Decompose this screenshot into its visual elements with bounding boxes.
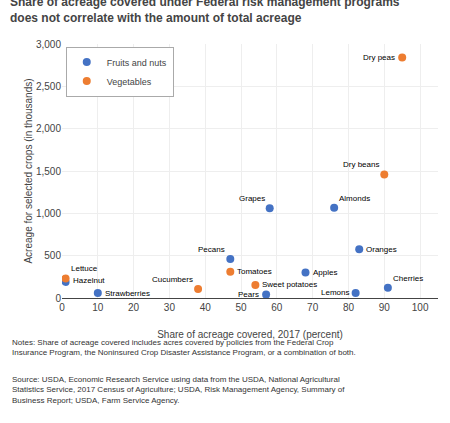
svg-text:Pears: Pears: [238, 290, 259, 299]
svg-text:1,000: 1,000: [36, 208, 61, 219]
svg-text:Source: USDA, Economic Researc: Source: USDA, Economic Research Service …: [12, 375, 345, 405]
svg-text:2,500: 2,500: [36, 81, 61, 92]
svg-text:Cucumbers: Cucumbers: [152, 275, 193, 284]
svg-text:3,000: 3,000: [36, 39, 61, 50]
svg-text:90: 90: [379, 302, 391, 313]
svg-text:Apples: Apples: [313, 268, 337, 277]
svg-text:40: 40: [200, 302, 212, 313]
svg-text:0: 0: [55, 293, 61, 304]
svg-text:20: 20: [128, 302, 140, 313]
svg-text:Cherries: Cherries: [393, 274, 423, 283]
svg-text:Hazelnut: Hazelnut: [73, 276, 105, 285]
svg-text:Oranges: Oranges: [366, 245, 397, 254]
svg-text:Dry peas: Dry peas: [363, 53, 395, 62]
svg-text:Share of acreage covered, 2017: Share of acreage covered, 2017 (percent): [157, 329, 343, 340]
svg-text:500: 500: [44, 250, 61, 261]
svg-text:Dry beans: Dry beans: [343, 160, 379, 169]
svg-text:Vegetables: Vegetables: [107, 77, 152, 87]
svg-text:Notes: Share of acreage covere: Notes: Share of acreage covered includes…: [12, 338, 356, 357]
svg-text:Acreage for selected crops (in: Acreage for selected crops (in thousands…: [23, 78, 34, 263]
svg-text:Sweet potatoes: Sweet potatoes: [262, 280, 317, 289]
svg-text:Grapes: Grapes: [239, 194, 265, 203]
svg-text:Pecans: Pecans: [198, 245, 225, 254]
svg-text:Almonds: Almonds: [339, 194, 370, 203]
svg-text:Strawberries: Strawberries: [105, 289, 150, 298]
svg-text:80: 80: [343, 302, 355, 313]
svg-text:30: 30: [164, 302, 176, 313]
svg-text:70: 70: [307, 302, 319, 313]
svg-text:0: 0: [59, 302, 65, 313]
svg-text:1,500: 1,500: [36, 166, 61, 177]
svg-text:10: 10: [92, 302, 104, 313]
svg-text:50: 50: [235, 302, 247, 313]
svg-text:Share of acreage covered under: Share of acreage covered under Federal r…: [10, 0, 400, 25]
svg-text:60: 60: [271, 302, 283, 313]
svg-text:2,000: 2,000: [36, 123, 61, 134]
svg-text:Lemons: Lemons: [321, 288, 349, 297]
svg-text:Fruits and nuts: Fruits and nuts: [107, 58, 167, 68]
svg-text:Lettuce: Lettuce: [71, 264, 98, 273]
svg-text:Tomatoes: Tomatoes: [237, 267, 272, 276]
svg-text:100: 100: [412, 302, 429, 313]
